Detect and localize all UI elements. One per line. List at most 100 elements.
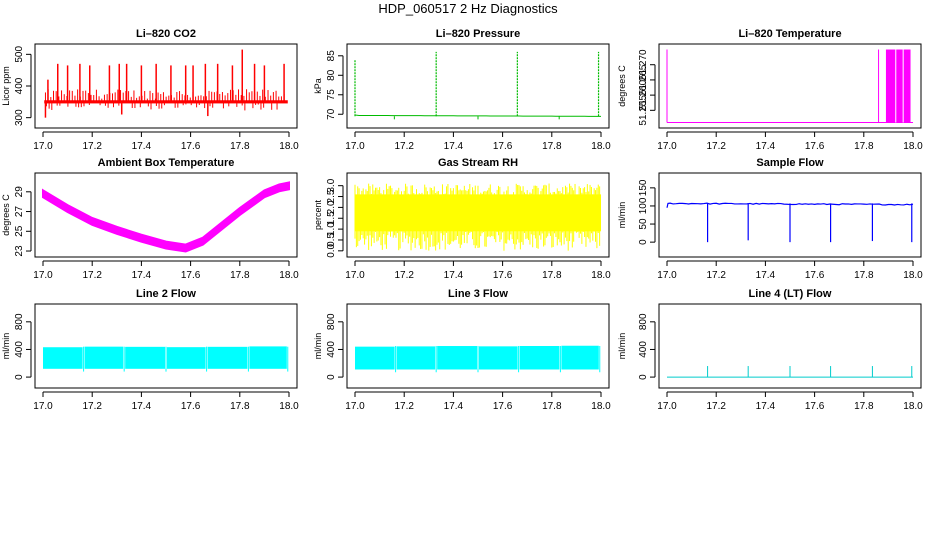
chart-5-series bbox=[354, 183, 601, 251]
flow-block bbox=[396, 346, 436, 370]
x-tick-label: 17.6 bbox=[181, 270, 201, 281]
y-tick-label: 50 bbox=[638, 218, 649, 230]
chart-6: Sample Flow 17.0 17.2 17.4 17.6 17.8 18.0 0 50 10… bbox=[617, 157, 923, 281]
chart-3-y-label: degrees C bbox=[617, 65, 627, 107]
chart-7-x-axis: 17.0 17.2 17.4 17.6 17.8 18.0 bbox=[33, 391, 299, 412]
x-tick-label: 18.0 bbox=[279, 401, 299, 412]
x-tick-label: 17.2 bbox=[706, 401, 726, 412]
y-tick-label: 2.0 bbox=[326, 200, 337, 214]
y-tick-label: 800 bbox=[14, 313, 25, 330]
temp-oscillation bbox=[885, 49, 911, 123]
x-tick-label: 17.2 bbox=[82, 401, 102, 412]
x-tick-label: 17.0 bbox=[657, 270, 677, 281]
x-tick-label: 17.8 bbox=[854, 401, 874, 412]
y-tick-label: 51.270 bbox=[638, 49, 649, 80]
x-tick-label: 17.4 bbox=[756, 270, 776, 281]
x-tick-label: 17.8 bbox=[854, 270, 874, 281]
y-tick-label: 0 bbox=[326, 374, 337, 380]
y-tick-label: 800 bbox=[326, 313, 337, 330]
x-tick-label: 17.2 bbox=[706, 270, 726, 281]
chart-2-x-axis: 17.0 17.2 17.4 17.6 17.8 18.0 bbox=[345, 131, 611, 152]
chart-2-y-label: kPa bbox=[313, 78, 323, 94]
x-tick-label: 17.8 bbox=[230, 401, 250, 412]
x-tick-label: 18.0 bbox=[903, 401, 923, 412]
x-tick-label: 17.8 bbox=[230, 270, 250, 281]
x-tick-label: 17.8 bbox=[542, 141, 562, 152]
pressure-line bbox=[354, 114, 602, 117]
y-tick-label: 800 bbox=[638, 313, 649, 330]
x-tick-label: 17.0 bbox=[345, 141, 365, 152]
chart-1-x-axis: 17.0 17.2 17.4 17.6 17.8 18.0 bbox=[33, 131, 299, 152]
flow-block bbox=[166, 347, 206, 369]
ambient-band bbox=[42, 181, 290, 253]
x-tick-label: 17.6 bbox=[805, 270, 825, 281]
chart-6-series bbox=[666, 202, 914, 243]
chart-5-x-axis: 17.0 17.2 17.4 17.6 17.8 18.0 bbox=[345, 260, 611, 281]
flow-block bbox=[355, 346, 395, 370]
x-tick-label: 17.0 bbox=[33, 401, 53, 412]
x-tick-label: 17.4 bbox=[132, 141, 152, 152]
chart-8: Line 3 Flow 17.0 17.2 17.4 17.6 17.8 18.0 0 400 8… bbox=[313, 288, 611, 412]
y-tick-label: 400 bbox=[326, 341, 337, 358]
chart-9-y-label: ml/min bbox=[617, 333, 627, 360]
x-tick-label: 17.6 bbox=[181, 141, 201, 152]
chart-1-y-label: Licor ppm bbox=[1, 66, 11, 106]
chart-9-series bbox=[667, 366, 913, 378]
y-tick-label: 2.5 bbox=[326, 189, 337, 203]
x-tick-label: 17.2 bbox=[706, 141, 726, 152]
x-tick-label: 17.8 bbox=[542, 401, 562, 412]
y-tick-label: 75 bbox=[326, 89, 337, 101]
x-tick-label: 17.2 bbox=[394, 401, 414, 412]
chart-2-y-axis: 70 75 80 85 kPa bbox=[313, 50, 344, 120]
chart-1-title: Li–820 CO2 bbox=[136, 28, 196, 40]
y-tick-label: 0 bbox=[638, 374, 649, 380]
y-tick-label: 500 bbox=[14, 46, 25, 63]
x-tick-label: 18.0 bbox=[279, 141, 299, 152]
y-tick-label: 27 bbox=[14, 206, 25, 218]
y-tick-label: 3.0 bbox=[326, 178, 337, 192]
x-tick-label: 18.0 bbox=[903, 270, 923, 281]
chart-2: Li–820 Pressure 17.0 17.2 17.4 17.6 17.8 18.0 7… bbox=[313, 28, 611, 152]
y-tick-label: 29 bbox=[14, 186, 25, 198]
flow-block bbox=[249, 346, 287, 369]
x-tick-label: 17.8 bbox=[230, 141, 250, 152]
chart-6-y-label: ml/min bbox=[617, 202, 627, 229]
x-tick-label: 17.4 bbox=[756, 401, 776, 412]
x-tick-label: 18.0 bbox=[591, 141, 611, 152]
y-tick-label: 0.5 bbox=[326, 233, 337, 247]
chart-6-frame bbox=[658, 172, 922, 258]
flow-block bbox=[478, 346, 518, 370]
chart-3-title: Li–820 Temperature bbox=[738, 28, 841, 40]
x-tick-label: 17.4 bbox=[756, 141, 776, 152]
x-tick-label: 17.2 bbox=[394, 270, 414, 281]
y-tick-label: 100 bbox=[638, 197, 649, 214]
chart-7-y-label: ml/min bbox=[1, 333, 11, 360]
y-tick-label: 23 bbox=[14, 245, 25, 257]
x-tick-label: 17.6 bbox=[493, 141, 513, 152]
chart-3-series bbox=[666, 49, 913, 123]
chart-9: Line 4 (LT) Flow 17.0 17.2 17.4 17.6 17.8 18.0… bbox=[617, 288, 923, 412]
y-tick-label: 0 bbox=[638, 239, 649, 245]
x-tick-label: 17.6 bbox=[181, 401, 201, 412]
y-tick-label: 51.265 bbox=[638, 64, 649, 95]
y-tick-label: 400 bbox=[638, 341, 649, 358]
x-tick-label: 17.4 bbox=[444, 401, 464, 412]
chart-9-x-axis: 17.0 17.2 17.4 17.6 17.8 18.0 bbox=[657, 391, 923, 412]
y-tick-label: 0 bbox=[14, 374, 25, 380]
y-tick-label: 400 bbox=[14, 77, 25, 94]
x-tick-label: 17.2 bbox=[82, 141, 102, 152]
y-tick-label: 1.5 bbox=[326, 211, 337, 225]
x-tick-label: 17.6 bbox=[493, 270, 513, 281]
chart-7-title: Line 2 Flow bbox=[136, 288, 196, 300]
chart-4-x-axis: 17.0 17.2 17.4 17.6 17.8 18.0 bbox=[33, 260, 299, 281]
x-tick-label: 18.0 bbox=[591, 270, 611, 281]
flow-block bbox=[437, 346, 478, 370]
chart-5-y-label: percent bbox=[313, 199, 323, 230]
